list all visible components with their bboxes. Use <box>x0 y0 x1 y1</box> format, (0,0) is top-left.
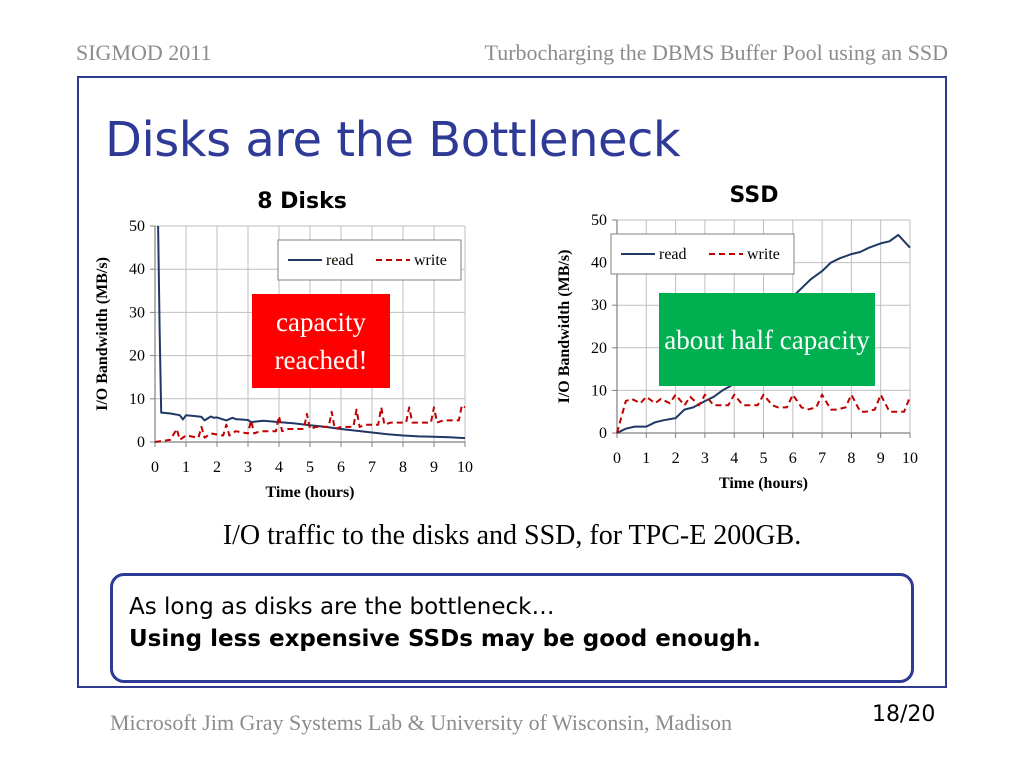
y-tick-label: 30 <box>129 304 145 321</box>
header-conference: SIGMOD 2011 <box>76 40 212 65</box>
annotation-about-half-capacity: about half capacity <box>659 293 875 386</box>
x-tick-label: 0 <box>151 459 159 476</box>
figure-caption: I/O traffic to the disks and SSD, for TP… <box>222 520 802 551</box>
y-axis-label: I/O Bandwidth (MB/s) <box>94 257 111 411</box>
series-line-write <box>154 404 466 443</box>
legend-label-write: write <box>747 246 780 263</box>
annotation-capacity-reached: capacity reached! <box>252 294 390 388</box>
slide-frame <box>77 76 947 688</box>
y-tick-label: 40 <box>591 255 607 272</box>
footer-affiliation: Microsoft Jim Gray Systems Lab & Univers… <box>110 710 732 735</box>
x-tick-label: 3 <box>701 450 709 467</box>
legend-label-read: read <box>326 252 354 269</box>
x-tick-label: 6 <box>337 459 345 476</box>
x-tick-label: 7 <box>818 450 826 467</box>
y-tick-label: 40 <box>129 261 145 278</box>
x-axis-label: Time (hours) <box>265 484 354 501</box>
x-tick-label: 0 <box>613 450 621 467</box>
header-paper-title: Turbocharging the DBMS Buffer Pool using… <box>484 40 948 65</box>
x-tick-label: 5 <box>760 450 768 467</box>
x-tick-label: 1 <box>642 450 650 467</box>
callout-line-2: Using less expensive SSDs may be good en… <box>129 626 762 652</box>
x-tick-label: 8 <box>399 459 407 476</box>
series-line-write <box>616 393 911 434</box>
x-tick-label: 4 <box>730 450 738 467</box>
slide-title: Disks are the Bottleneck <box>105 112 681 168</box>
y-tick-label: 20 <box>591 340 607 357</box>
x-axis-label: Time (hours) <box>719 475 808 492</box>
x-tick-label: 9 <box>430 459 438 476</box>
legend-label-write: write <box>414 252 447 269</box>
x-tick-label: 9 <box>877 450 885 467</box>
x-tick-label: 4 <box>275 459 283 476</box>
x-tick-label: 8 <box>847 450 855 467</box>
y-tick-label: 10 <box>129 391 145 408</box>
x-tick-label: 5 <box>306 459 314 476</box>
y-tick-label: 30 <box>591 297 607 314</box>
x-tick-label: 1 <box>182 459 190 476</box>
x-tick-label: 6 <box>789 450 797 467</box>
y-tick-label: 10 <box>591 382 607 399</box>
chart-8-disks: 8 Disks 0 10 20 30 40 50 0 1 2 3 4 5 6 7 8 9 10 Time (hour… <box>94 189 473 501</box>
y-tick-label: 50 <box>591 212 607 229</box>
chart-title: 8 Disks <box>257 189 347 214</box>
x-tick-label: 3 <box>244 459 252 476</box>
x-tick-label: 2 <box>213 459 221 476</box>
y-axis-label: I/O Bandwidth (MB/s) <box>556 250 573 404</box>
series-line-read <box>157 225 466 440</box>
x-tick-label: 10 <box>902 450 918 467</box>
y-tick-label: 0 <box>599 425 607 442</box>
y-tick-label: 20 <box>129 348 145 365</box>
x-tick-label: 2 <box>672 450 680 467</box>
x-tick-label: 10 <box>457 459 473 476</box>
callout-line-1: As long as disks are the bottleneck… <box>129 594 555 620</box>
chart-title: SSD <box>730 183 779 208</box>
callout-box: As long as disks are the bottleneck… Usi… <box>110 573 914 683</box>
legend-label-read: read <box>659 246 687 263</box>
y-tick-label: 50 <box>129 218 145 235</box>
page-number: 18/20 <box>872 702 936 727</box>
y-tick-label: 0 <box>137 434 145 451</box>
x-tick-label: 7 <box>368 459 376 476</box>
